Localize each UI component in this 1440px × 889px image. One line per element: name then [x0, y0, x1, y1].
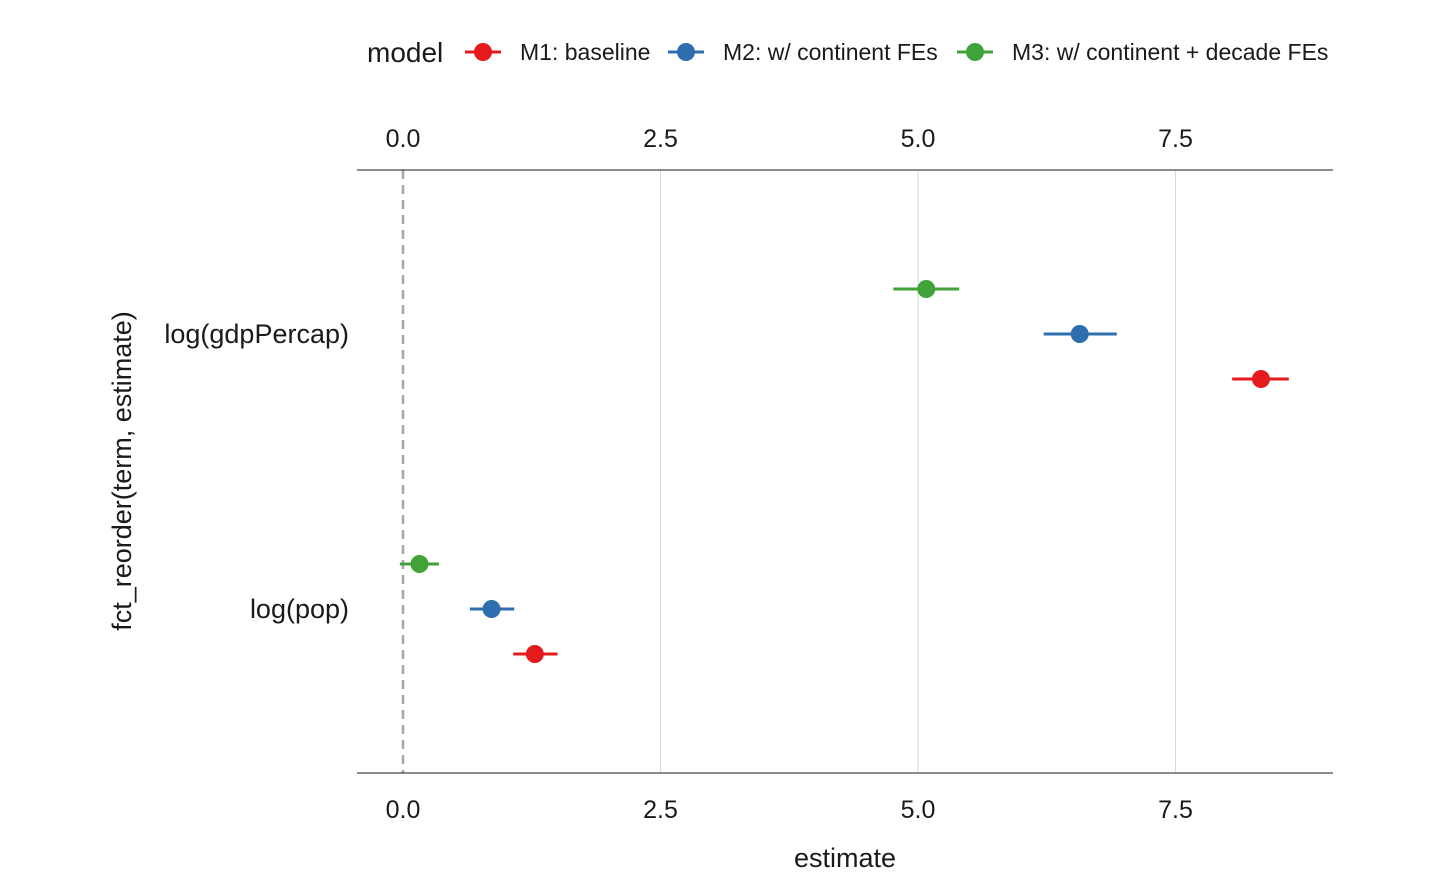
legend-label: M1: baseline — [520, 39, 650, 65]
legend-item: M3: w/ continent + decade FEs — [957, 39, 1328, 65]
legend-label: M3: w/ continent + decade FEs — [1012, 39, 1328, 65]
point-estimate — [917, 280, 936, 298]
category-label: log(gdpPercap) — [164, 319, 349, 349]
legend-item: M1: baseline — [465, 39, 650, 65]
bottom-axis-ticks: 0.0 2.5 5.0 7.5 — [386, 796, 1193, 824]
legend-title: model — [367, 37, 443, 68]
top-tick-label: 0.0 — [386, 125, 421, 153]
x-axis-title: estimate — [794, 843, 896, 873]
legend-key-point — [966, 43, 984, 61]
gridlines — [401, 170, 1176, 773]
point-estimate — [410, 555, 429, 573]
top-tick-label: 5.0 — [901, 125, 936, 153]
category-labels: log(pop) log(gdpPercap) — [164, 319, 349, 624]
legend-label: M2: w/ continent FEs — [723, 39, 938, 65]
category-label: log(pop) — [250, 594, 349, 624]
top-tick-label: 2.5 — [643, 125, 678, 153]
point-estimate — [1251, 370, 1270, 388]
legend-key-point — [474, 43, 492, 61]
legend-item: M2: w/ continent FEs — [668, 39, 938, 65]
legend: model M1: baseline M2: w/ continent FEs M3… — [367, 37, 1328, 68]
bottom-tick-label: 0.0 — [386, 796, 421, 824]
point-estimate — [525, 645, 544, 663]
legend-key-point — [677, 43, 695, 61]
point-estimate — [1070, 325, 1089, 343]
bottom-tick-label: 5.0 — [901, 796, 936, 824]
top-tick-label: 7.5 — [1158, 125, 1193, 153]
bottom-tick-label: 7.5 — [1158, 796, 1193, 824]
axes — [357, 169, 1333, 774]
point-estimate — [482, 600, 501, 618]
y-axis-title: fct_reorder(term, estimate) — [107, 311, 137, 631]
bottom-tick-label: 2.5 — [643, 796, 678, 824]
top-axis-ticks: 0.0 2.5 5.0 7.5 — [386, 125, 1193, 153]
data-marks — [399, 280, 1289, 663]
